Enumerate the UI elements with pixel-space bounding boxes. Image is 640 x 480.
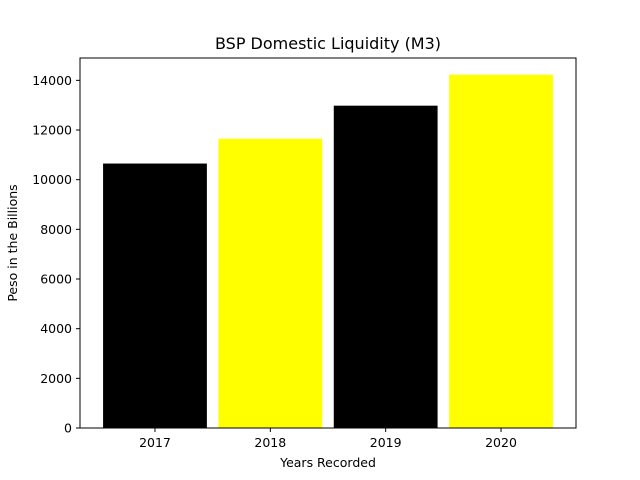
x-tick-label: 2017 (139, 435, 171, 450)
ticks-group: 2017 2018 2019 2020 0 2000 4000 6000 8000 10000 12… (32, 73, 517, 450)
y-tick-label: 12000 (32, 123, 72, 138)
plot-area-frame (79, 57, 577, 429)
y-tick-label: 10000 (32, 172, 72, 187)
y-tick-label: 6000 (40, 272, 72, 287)
y-tick-label: 8000 (40, 222, 72, 237)
y-tick-label: 0 (64, 421, 72, 436)
chart-title: BSP Domestic Liquidity (M3) (215, 34, 441, 53)
x-axis-label: Years Recorded (279, 455, 376, 470)
bar-2020 (449, 74, 553, 429)
bars-group (103, 74, 553, 429)
y-tick-label: 2000 (40, 371, 72, 386)
x-tick-label: 2018 (254, 435, 286, 450)
x-tick-label: 2020 (485, 435, 517, 450)
bar-2017 (103, 163, 207, 428)
y-tick-label: 14000 (32, 73, 72, 88)
x-tick-label: 2019 (370, 435, 402, 450)
bar-2018 (218, 138, 323, 428)
y-tick-label: 4000 (40, 321, 72, 336)
y-axis-label: Peso in the Billions (5, 184, 20, 301)
bar-2019 (333, 105, 438, 428)
